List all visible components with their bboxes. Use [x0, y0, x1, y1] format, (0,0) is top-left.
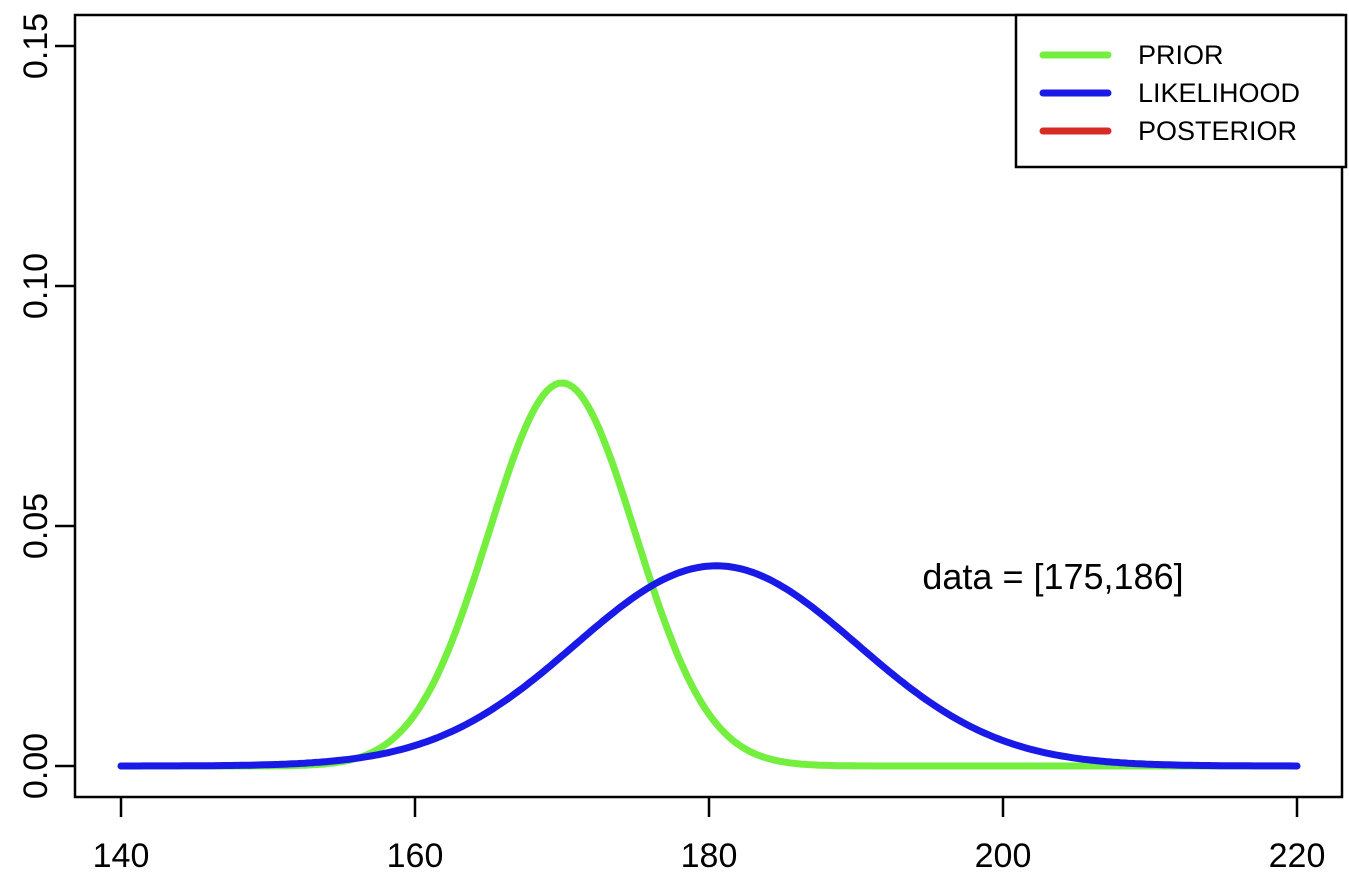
x-tick-label: 200 — [975, 837, 1032, 873]
legend-label-likelihood: LIKELIHOOD — [1138, 78, 1300, 108]
x-axis-ticks: 140 160 180 200 220 — [93, 797, 1326, 873]
x-tick-label: 140 — [93, 837, 150, 873]
y-axis-ticks: 0.00 0.05 0.10 0.15 — [17, 13, 75, 799]
curves — [117, 379, 1301, 770]
legend-label-prior: PRIOR — [1138, 40, 1224, 70]
data-annotation: data = [175,186] — [922, 556, 1183, 597]
legend: PRIOR LIKELIHOOD POSTERIOR — [1014, 13, 1348, 169]
y-tick-label: 0.10 — [17, 253, 55, 319]
y-tick-label: 0.15 — [17, 13, 55, 79]
y-tick-label: 0.05 — [17, 493, 55, 559]
legend-label-posterior: POSTERIOR — [1138, 116, 1297, 146]
y-tick-label: 0.00 — [17, 733, 55, 799]
x-tick-label: 180 — [681, 837, 738, 873]
x-tick-label: 220 — [1269, 837, 1326, 873]
x-tick-label: 160 — [387, 837, 444, 873]
likelihood-curve — [117, 562, 1301, 770]
